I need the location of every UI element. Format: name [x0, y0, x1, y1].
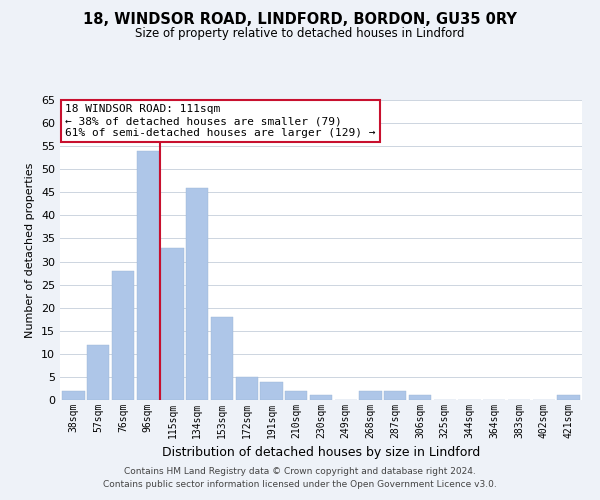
- Bar: [359, 391, 382, 400]
- Text: 18, WINDSOR ROAD, LINDFORD, BORDON, GU35 0RY: 18, WINDSOR ROAD, LINDFORD, BORDON, GU35…: [83, 12, 517, 28]
- Y-axis label: Number of detached properties: Number of detached properties: [25, 162, 35, 338]
- Bar: [236, 377, 258, 400]
- Bar: [384, 391, 406, 400]
- X-axis label: Distribution of detached houses by size in Lindford: Distribution of detached houses by size …: [162, 446, 480, 460]
- Bar: [557, 396, 580, 400]
- Text: Contains public sector information licensed under the Open Government Licence v3: Contains public sector information licen…: [103, 480, 497, 489]
- Bar: [260, 382, 283, 400]
- Text: 18 WINDSOR ROAD: 111sqm
← 38% of detached houses are smaller (79)
61% of semi-de: 18 WINDSOR ROAD: 111sqm ← 38% of detache…: [65, 104, 376, 138]
- Bar: [87, 344, 109, 400]
- Bar: [409, 396, 431, 400]
- Bar: [186, 188, 208, 400]
- Text: Contains HM Land Registry data © Crown copyright and database right 2024.: Contains HM Land Registry data © Crown c…: [124, 467, 476, 476]
- Bar: [62, 391, 85, 400]
- Bar: [112, 271, 134, 400]
- Bar: [285, 391, 307, 400]
- Bar: [310, 396, 332, 400]
- Bar: [137, 151, 159, 400]
- Bar: [161, 248, 184, 400]
- Text: Size of property relative to detached houses in Lindford: Size of property relative to detached ho…: [135, 28, 465, 40]
- Bar: [211, 317, 233, 400]
